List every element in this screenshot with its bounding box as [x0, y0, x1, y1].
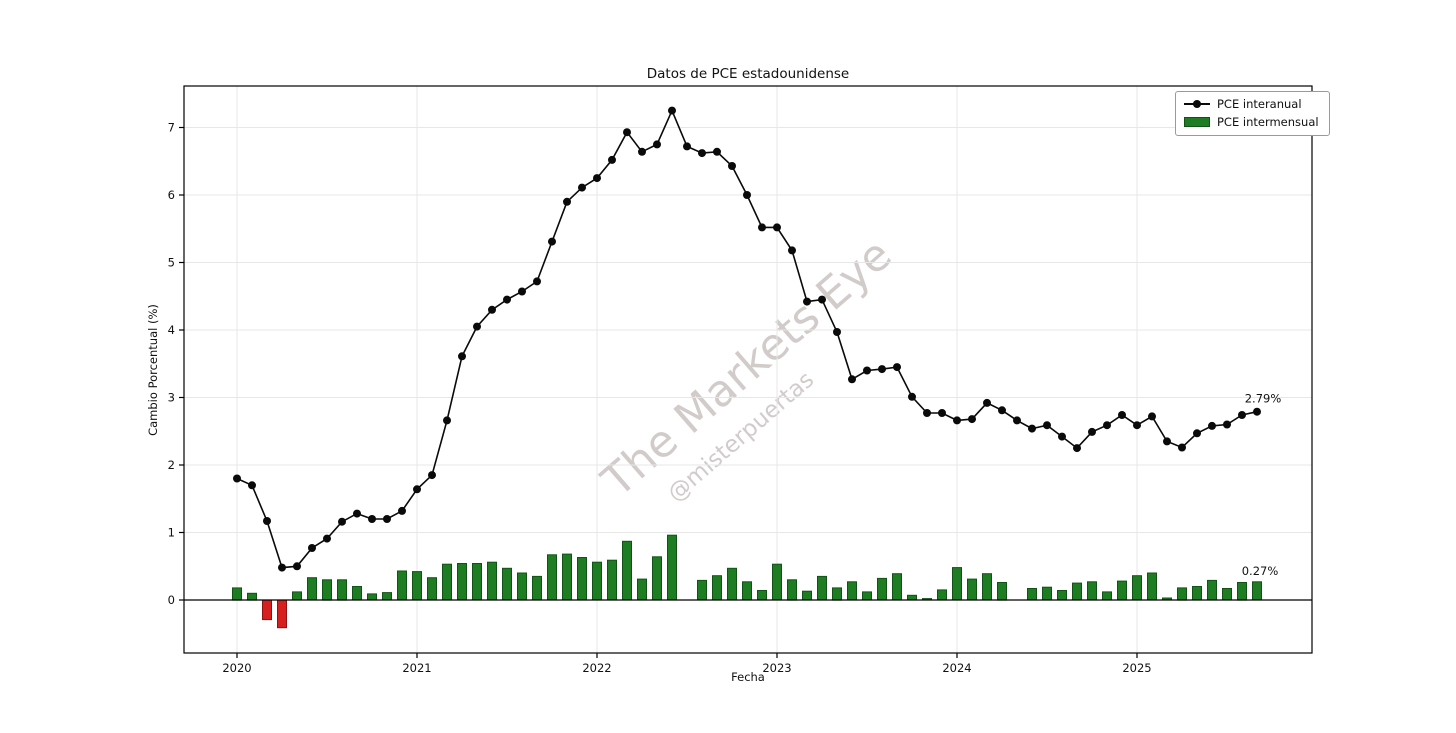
axis-ticks: 0 1 2 3 4 5 6 7 2020 2021 2022 2023 2024 2025 [168, 121, 1152, 676]
svg-text:2023: 2023 [762, 661, 791, 675]
svg-text:6: 6 [168, 188, 175, 202]
legend-item-yoy: PCE interanual [1184, 97, 1319, 111]
bar-end-annotation: 0.27% [1242, 564, 1279, 578]
svg-text:4: 4 [168, 323, 175, 337]
svg-text:2024: 2024 [942, 661, 971, 675]
svg-text:7: 7 [168, 121, 175, 135]
gridlines [184, 86, 1312, 653]
line-marker-icon [1184, 100, 1210, 108]
plot-border [183, 85, 1313, 654]
svg-text:2020: 2020 [222, 661, 251, 675]
mom-bars [232, 534, 1262, 629]
svg-text:2022: 2022 [582, 661, 611, 675]
svg-text:2021: 2021 [402, 661, 431, 675]
legend-label-yoy: PCE interanual [1217, 97, 1302, 111]
svg-text:2025: 2025 [1122, 661, 1151, 675]
line-end-annotation: 2.79% [1245, 392, 1282, 406]
yoy-line [236, 108, 1258, 569]
svg-text:1: 1 [168, 526, 175, 540]
svg-text:0: 0 [168, 593, 175, 607]
svg-text:5: 5 [168, 256, 175, 270]
svg-text:2: 2 [168, 458, 175, 472]
bar-swatch-icon [1184, 117, 1210, 127]
x-axis-label: Fecha [731, 670, 765, 684]
legend-label-mom: PCE intermensual [1217, 115, 1319, 129]
yoy-markers [233, 106, 1261, 572]
chart-legend: PCE interanual PCE intermensual [1175, 91, 1330, 136]
chart-title: Datos de PCE estadounidense [646, 66, 850, 82]
legend-item-mom: PCE intermensual [1184, 115, 1319, 129]
svg-text:3: 3 [168, 391, 175, 405]
